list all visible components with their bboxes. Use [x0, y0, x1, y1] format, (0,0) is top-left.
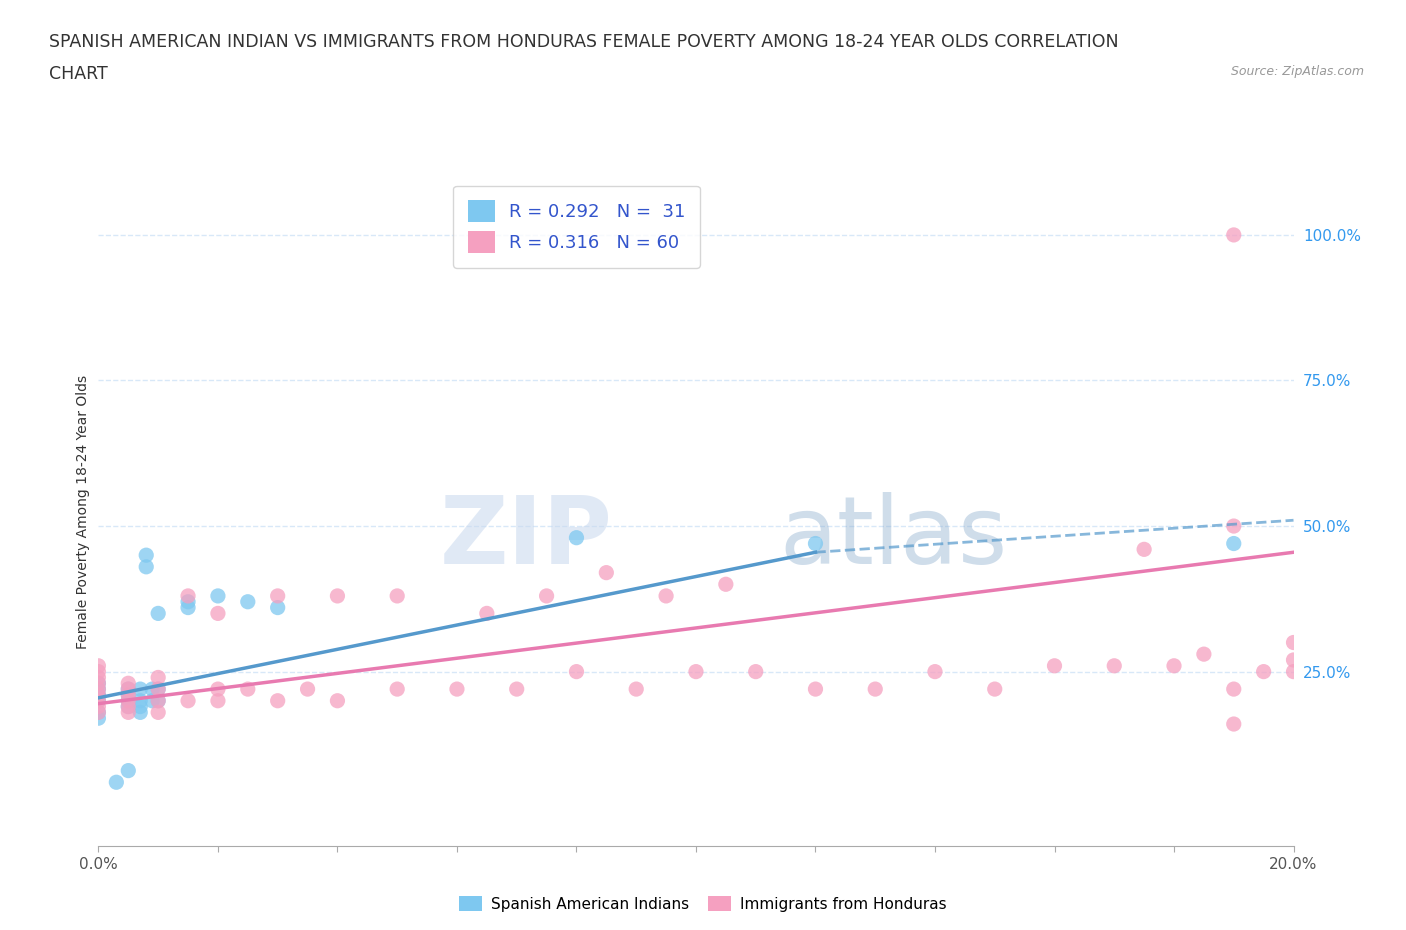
- Point: [984, 682, 1007, 697]
- Point: [87, 687, 110, 702]
- Point: [267, 693, 290, 708]
- Text: Source: ZipAtlas.com: Source: ZipAtlas.com: [1230, 65, 1364, 78]
- Point: [565, 664, 588, 679]
- Point: [1253, 664, 1275, 679]
- Point: [1043, 658, 1066, 673]
- Point: [865, 682, 887, 697]
- Point: [105, 775, 128, 790]
- Point: [129, 693, 152, 708]
- Point: [148, 682, 170, 697]
- Point: [87, 658, 110, 673]
- Point: [87, 699, 110, 714]
- Point: [1192, 646, 1215, 661]
- Point: [117, 705, 139, 720]
- Point: [685, 664, 707, 679]
- Point: [1223, 228, 1246, 243]
- Point: [117, 699, 139, 714]
- Point: [1282, 653, 1305, 668]
- Point: [87, 682, 110, 697]
- Point: [135, 559, 157, 574]
- Point: [267, 589, 290, 604]
- Point: [148, 670, 170, 684]
- Point: [87, 676, 110, 691]
- Point: [385, 682, 409, 697]
- Point: [385, 589, 409, 604]
- Point: [177, 594, 200, 609]
- Point: [207, 606, 229, 621]
- Text: atlas: atlas: [779, 492, 1008, 584]
- Point: [1133, 542, 1156, 557]
- Point: [129, 705, 152, 720]
- Point: [267, 600, 290, 615]
- Point: [117, 687, 139, 702]
- Point: [87, 693, 110, 708]
- Point: [924, 664, 946, 679]
- Point: [87, 682, 110, 697]
- Point: [141, 682, 163, 697]
- Point: [297, 682, 319, 697]
- Point: [117, 693, 139, 708]
- Point: [87, 687, 110, 702]
- Point: [745, 664, 768, 679]
- Point: [207, 589, 229, 604]
- Legend: Spanish American Indians, Immigrants from Honduras: Spanish American Indians, Immigrants fro…: [453, 889, 953, 918]
- Point: [87, 705, 110, 720]
- Point: [177, 693, 200, 708]
- Legend: R = 0.292   N =  31, R = 0.316   N = 60: R = 0.292 N = 31, R = 0.316 N = 60: [453, 186, 700, 268]
- Point: [1223, 717, 1246, 732]
- Point: [595, 565, 617, 580]
- Point: [236, 594, 259, 609]
- Point: [117, 682, 139, 697]
- Point: [1282, 664, 1305, 679]
- Text: CHART: CHART: [49, 65, 108, 83]
- Point: [714, 577, 737, 591]
- Point: [446, 682, 468, 697]
- Point: [117, 687, 139, 702]
- Point: [177, 600, 200, 615]
- Point: [129, 682, 152, 697]
- Point: [148, 705, 170, 720]
- Point: [117, 699, 139, 714]
- Point: [1282, 635, 1305, 650]
- Point: [506, 682, 529, 697]
- Point: [87, 664, 110, 679]
- Point: [1223, 536, 1246, 551]
- Point: [536, 589, 558, 604]
- Point: [129, 699, 152, 714]
- Point: [87, 705, 110, 720]
- Point: [148, 693, 170, 708]
- Text: ZIP: ZIP: [440, 492, 613, 584]
- Point: [177, 589, 200, 604]
- Point: [87, 693, 110, 708]
- Point: [1104, 658, 1126, 673]
- Point: [1223, 682, 1246, 697]
- Point: [475, 606, 498, 621]
- Point: [626, 682, 648, 697]
- Point: [326, 693, 349, 708]
- Point: [135, 548, 157, 563]
- Point: [207, 693, 229, 708]
- Point: [326, 589, 349, 604]
- Point: [1223, 519, 1246, 534]
- Point: [148, 606, 170, 621]
- Point: [236, 682, 259, 697]
- Point: [87, 711, 110, 725]
- Point: [565, 530, 588, 545]
- Point: [655, 589, 678, 604]
- Point: [117, 764, 139, 778]
- Point: [1163, 658, 1185, 673]
- Point: [117, 693, 139, 708]
- Point: [141, 693, 163, 708]
- Point: [117, 682, 139, 697]
- Point: [87, 670, 110, 684]
- Point: [207, 682, 229, 697]
- Point: [117, 676, 139, 691]
- Point: [87, 676, 110, 691]
- Point: [804, 536, 827, 551]
- Point: [148, 682, 170, 697]
- Point: [804, 682, 827, 697]
- Point: [148, 693, 170, 708]
- Y-axis label: Female Poverty Among 18-24 Year Olds: Female Poverty Among 18-24 Year Olds: [76, 375, 90, 648]
- Text: SPANISH AMERICAN INDIAN VS IMMIGRANTS FROM HONDURAS FEMALE POVERTY AMONG 18-24 Y: SPANISH AMERICAN INDIAN VS IMMIGRANTS FR…: [49, 33, 1119, 50]
